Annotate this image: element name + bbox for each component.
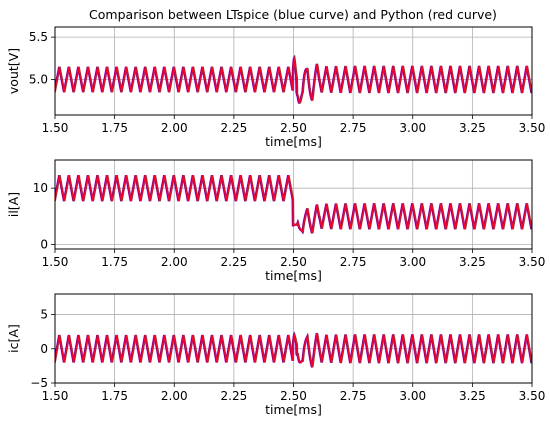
axes-frame (54, 159, 533, 250)
x-tick-label: 2.75 (340, 121, 367, 135)
x-tick-label: 3.00 (399, 121, 426, 135)
x-tick-label: 2.75 (340, 255, 367, 269)
python-series-line (55, 175, 532, 234)
x-tick-label: 1.50 (42, 255, 69, 269)
axes-frame (54, 293, 533, 384)
x-tick-label: 2.00 (161, 255, 188, 269)
x-tick-label: 2.50 (280, 255, 307, 269)
x-tick-label: 3.25 (459, 255, 486, 269)
figure-title: Comparison between LTspice (blue curve) … (89, 7, 497, 22)
x-tick-label: 1.75 (101, 255, 128, 269)
x-tick-label: 2.00 (161, 389, 188, 403)
x-tick-label: 3.50 (519, 255, 546, 269)
y-axis-label: vout[V] (6, 48, 21, 94)
y-tick-label: 0 (40, 342, 48, 356)
x-axis-label: time[ms] (265, 268, 322, 283)
x-axis-label: time[ms] (265, 402, 322, 417)
x-tick-label: 3.50 (519, 389, 546, 403)
x-tick-label: 3.25 (459, 389, 486, 403)
x-tick-label: 1.50 (42, 121, 69, 135)
x-tick-label: 2.75 (340, 389, 367, 403)
y-tick-label: −5 (30, 376, 48, 390)
subplot-2: 1.50 1.75 2.00 2.25 2.50 2.75 3.00 3.25 3.50 0 10 t… (6, 159, 546, 283)
y-axis-label: ic[A] (6, 324, 21, 353)
x-tick-label: 3.00 (399, 389, 426, 403)
y-axis-label: il[A] (6, 192, 21, 217)
x-tick-label: 3.50 (519, 121, 546, 135)
x-tick-label: 2.25 (221, 255, 248, 269)
subplots: 1.50 1.75 2.00 2.25 2.50 2.75 3.00 3.25 3.50 5.0 5… (6, 26, 546, 417)
x-tick-label: 3.00 (399, 255, 426, 269)
x-tick-label: 3.25 (459, 121, 486, 135)
axes-frame (54, 26, 533, 116)
x-axis-label: time[ms] (265, 134, 322, 149)
x-tick-label: 2.50 (280, 121, 307, 135)
python-series-line (55, 55, 532, 104)
y-tick-label: 5.5 (29, 30, 48, 44)
y-tick-label: 5 (40, 308, 48, 322)
y-tick-label: 10 (33, 181, 48, 195)
x-tick-label: 2.25 (221, 121, 248, 135)
subplot-3: 1.50 1.75 2.00 2.25 2.50 2.75 3.00 3.25 3.50 5 0 −5… (6, 293, 546, 417)
subplot-1: 1.50 1.75 2.00 2.25 2.50 2.75 3.00 3.25 3.50 5.0 5… (6, 26, 546, 149)
x-tick-label: 1.75 (101, 121, 128, 135)
python-series-line (55, 331, 532, 368)
x-tick-label: 1.50 (42, 389, 69, 403)
y-tick-label: 0 (40, 237, 48, 251)
x-tick-label: 2.00 (161, 121, 188, 135)
y-tick-label: 5.0 (29, 72, 48, 86)
x-tick-label: 2.25 (221, 389, 248, 403)
x-tick-label: 1.75 (101, 389, 128, 403)
x-tick-label: 2.50 (280, 389, 307, 403)
